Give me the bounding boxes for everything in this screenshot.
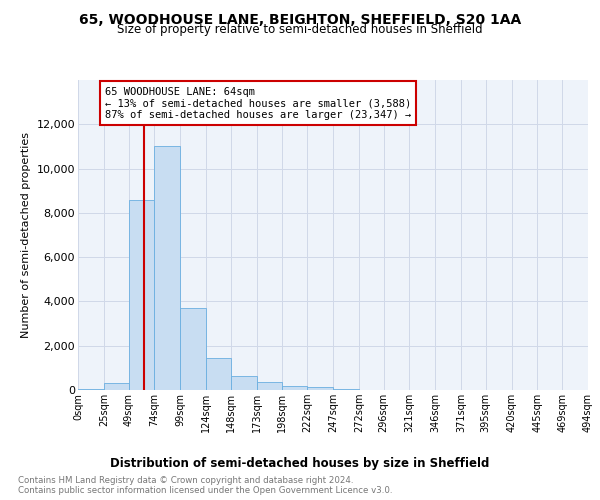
Bar bbox=[257, 382, 283, 390]
Y-axis label: Number of semi-detached properties: Number of semi-detached properties bbox=[21, 132, 31, 338]
Text: 65 WOODHOUSE LANE: 64sqm
← 13% of semi-detached houses are smaller (3,588)
87% o: 65 WOODHOUSE LANE: 64sqm ← 13% of semi-d… bbox=[105, 86, 411, 120]
Bar bbox=[154, 146, 180, 390]
Bar bbox=[128, 200, 154, 390]
Bar bbox=[333, 388, 359, 390]
Text: Size of property relative to semi-detached houses in Sheffield: Size of property relative to semi-detach… bbox=[117, 22, 483, 36]
Bar bbox=[283, 386, 307, 390]
Bar bbox=[206, 358, 231, 390]
Bar bbox=[78, 389, 104, 390]
Text: 65, WOODHOUSE LANE, BEIGHTON, SHEFFIELD, S20 1AA: 65, WOODHOUSE LANE, BEIGHTON, SHEFFIELD,… bbox=[79, 12, 521, 26]
Bar bbox=[180, 308, 206, 390]
Text: Contains HM Land Registry data © Crown copyright and database right 2024.: Contains HM Land Registry data © Crown c… bbox=[18, 476, 353, 485]
Bar bbox=[307, 388, 333, 390]
Text: Distribution of semi-detached houses by size in Sheffield: Distribution of semi-detached houses by … bbox=[110, 458, 490, 470]
Text: Contains public sector information licensed under the Open Government Licence v3: Contains public sector information licen… bbox=[18, 486, 392, 495]
Bar bbox=[104, 384, 128, 390]
Bar bbox=[231, 376, 257, 390]
